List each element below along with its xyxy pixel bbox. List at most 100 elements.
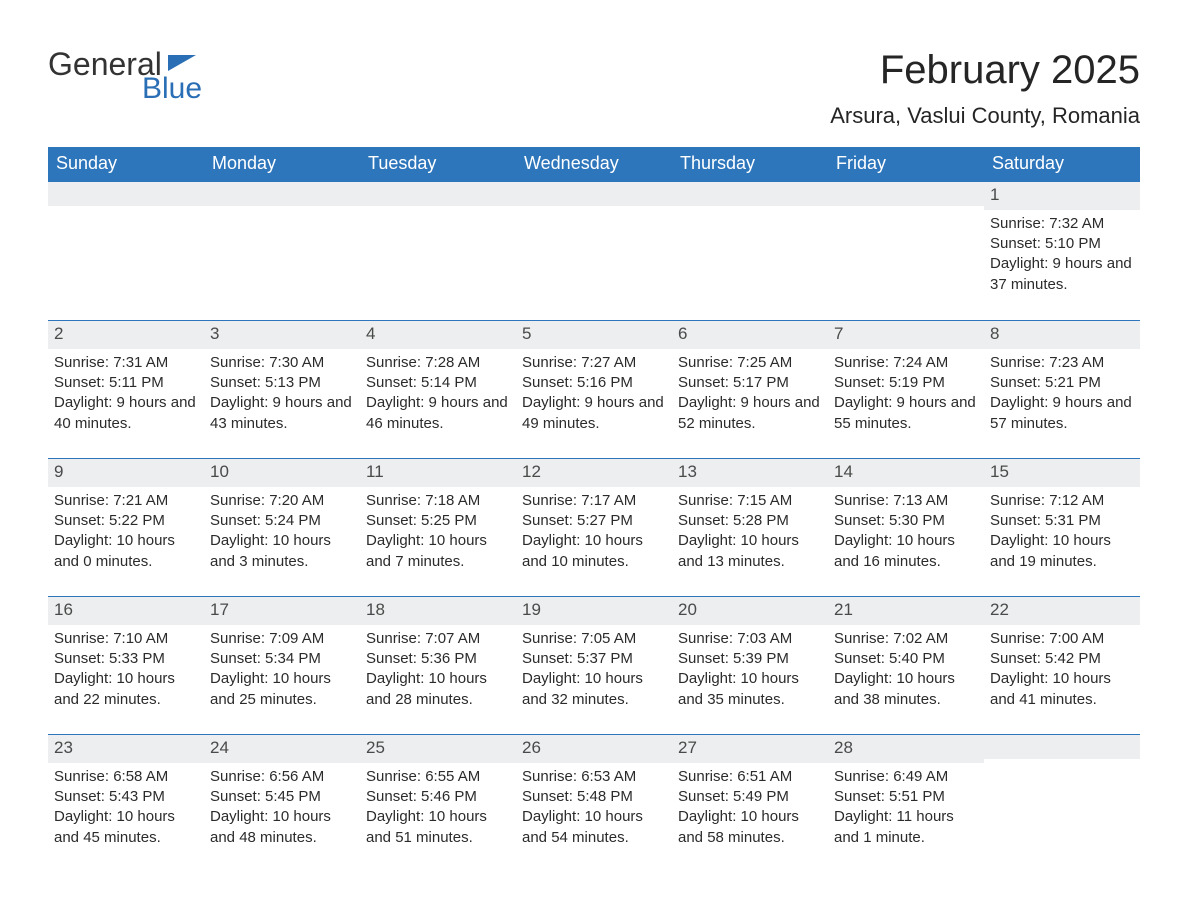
daylight-line: Daylight: 10 hours and 25 minutes. — [210, 669, 354, 710]
day-cell: 8Sunrise: 7:23 AMSunset: 5:21 PMDaylight… — [984, 321, 1140, 448]
day-number-band: 8 — [984, 321, 1140, 349]
daylight-line: Daylight: 9 hours and 43 minutes. — [210, 393, 354, 434]
empty-cell — [828, 182, 984, 310]
day-number-band — [984, 735, 1140, 759]
sunrise-line: Sunrise: 6:51 AM — [678, 767, 822, 787]
daylight-line: Daylight: 10 hours and 19 minutes. — [990, 531, 1134, 572]
daylight-line: Daylight: 10 hours and 48 minutes. — [210, 807, 354, 848]
day-number-band — [48, 182, 204, 206]
sunrise-line: Sunrise: 7:18 AM — [366, 491, 510, 511]
day-cell: 9Sunrise: 7:21 AMSunset: 5:22 PMDaylight… — [48, 459, 204, 586]
weekday-saturday: Saturday — [984, 147, 1140, 182]
weekday-header: SundayMondayTuesdayWednesdayThursdayFrid… — [48, 147, 1140, 182]
day-cell: 5Sunrise: 7:27 AMSunset: 5:16 PMDaylight… — [516, 321, 672, 448]
day-cell: 18Sunrise: 7:07 AMSunset: 5:36 PMDayligh… — [360, 597, 516, 724]
daylight-line: Daylight: 9 hours and 52 minutes. — [678, 393, 822, 434]
day-cell: 24Sunrise: 6:56 AMSunset: 5:45 PMDayligh… — [204, 735, 360, 862]
day-number-band: 1 — [984, 182, 1140, 210]
day-number-band — [516, 182, 672, 206]
sunrise-line: Sunrise: 7:00 AM — [990, 629, 1134, 649]
sunset-line: Sunset: 5:22 PM — [54, 511, 198, 531]
day-cell: 28Sunrise: 6:49 AMSunset: 5:51 PMDayligh… — [828, 735, 984, 862]
day-cell: 7Sunrise: 7:24 AMSunset: 5:19 PMDaylight… — [828, 321, 984, 448]
day-number-band: 3 — [204, 321, 360, 349]
sunrise-line: Sunrise: 6:55 AM — [366, 767, 510, 787]
daylight-line: Daylight: 10 hours and 13 minutes. — [678, 531, 822, 572]
day-number-band: 11 — [360, 459, 516, 487]
sunrise-line: Sunrise: 7:02 AM — [834, 629, 978, 649]
sunset-line: Sunset: 5:27 PM — [522, 511, 666, 531]
daylight-line: Daylight: 10 hours and 10 minutes. — [522, 531, 666, 572]
location-subtitle: Arsura, Vaslui County, Romania — [830, 103, 1140, 129]
empty-cell — [48, 182, 204, 310]
day-number-band: 22 — [984, 597, 1140, 625]
daylight-line: Daylight: 11 hours and 1 minute. — [834, 807, 978, 848]
daylight-line: Daylight: 10 hours and 28 minutes. — [366, 669, 510, 710]
week-row: 16Sunrise: 7:10 AMSunset: 5:33 PMDayligh… — [48, 596, 1140, 724]
sunset-line: Sunset: 5:49 PM — [678, 787, 822, 807]
day-number-band: 21 — [828, 597, 984, 625]
daylight-line: Daylight: 9 hours and 46 minutes. — [366, 393, 510, 434]
day-number-band: 28 — [828, 735, 984, 763]
day-number-band — [204, 182, 360, 206]
day-number-band — [360, 182, 516, 206]
daylight-line: Daylight: 10 hours and 22 minutes. — [54, 669, 198, 710]
day-number-band: 17 — [204, 597, 360, 625]
sunset-line: Sunset: 5:28 PM — [678, 511, 822, 531]
sunrise-line: Sunrise: 7:32 AM — [990, 214, 1134, 234]
empty-cell — [360, 182, 516, 310]
daylight-line: Daylight: 10 hours and 35 minutes. — [678, 669, 822, 710]
sunset-line: Sunset: 5:14 PM — [366, 373, 510, 393]
daylight-line: Daylight: 10 hours and 3 minutes. — [210, 531, 354, 572]
sunrise-line: Sunrise: 6:53 AM — [522, 767, 666, 787]
day-cell: 4Sunrise: 7:28 AMSunset: 5:14 PMDaylight… — [360, 321, 516, 448]
day-number-band: 12 — [516, 459, 672, 487]
calendar: SundayMondayTuesdayWednesdayThursdayFrid… — [48, 147, 1140, 862]
sunset-line: Sunset: 5:21 PM — [990, 373, 1134, 393]
empty-cell — [516, 182, 672, 310]
sunset-line: Sunset: 5:37 PM — [522, 649, 666, 669]
day-number-band: 13 — [672, 459, 828, 487]
sunset-line: Sunset: 5:43 PM — [54, 787, 198, 807]
daylight-line: Daylight: 10 hours and 7 minutes. — [366, 531, 510, 572]
sunset-line: Sunset: 5:30 PM — [834, 511, 978, 531]
sunset-line: Sunset: 5:45 PM — [210, 787, 354, 807]
sunset-line: Sunset: 5:42 PM — [990, 649, 1134, 669]
day-number-band: 6 — [672, 321, 828, 349]
weekday-tuesday: Tuesday — [360, 147, 516, 182]
day-cell: 20Sunrise: 7:03 AMSunset: 5:39 PMDayligh… — [672, 597, 828, 724]
sunrise-line: Sunrise: 7:10 AM — [54, 629, 198, 649]
day-cell: 21Sunrise: 7:02 AMSunset: 5:40 PMDayligh… — [828, 597, 984, 724]
daylight-line: Daylight: 10 hours and 32 minutes. — [522, 669, 666, 710]
sunset-line: Sunset: 5:16 PM — [522, 373, 666, 393]
logo-text-blue: Blue — [142, 74, 202, 104]
day-cell: 27Sunrise: 6:51 AMSunset: 5:49 PMDayligh… — [672, 735, 828, 862]
sunrise-line: Sunrise: 7:09 AM — [210, 629, 354, 649]
day-number-band: 19 — [516, 597, 672, 625]
day-number-band: 24 — [204, 735, 360, 763]
day-cell: 3Sunrise: 7:30 AMSunset: 5:13 PMDaylight… — [204, 321, 360, 448]
day-number-band: 18 — [360, 597, 516, 625]
day-number-band: 2 — [48, 321, 204, 349]
day-number-band: 10 — [204, 459, 360, 487]
sunset-line: Sunset: 5:25 PM — [366, 511, 510, 531]
sunset-line: Sunset: 5:34 PM — [210, 649, 354, 669]
sunset-line: Sunset: 5:48 PM — [522, 787, 666, 807]
day-cell: 1Sunrise: 7:32 AMSunset: 5:10 PMDaylight… — [984, 182, 1140, 310]
day-cell: 25Sunrise: 6:55 AMSunset: 5:46 PMDayligh… — [360, 735, 516, 862]
day-number-band: 5 — [516, 321, 672, 349]
day-number-band: 25 — [360, 735, 516, 763]
day-cell: 22Sunrise: 7:00 AMSunset: 5:42 PMDayligh… — [984, 597, 1140, 724]
day-cell: 2Sunrise: 7:31 AMSunset: 5:11 PMDaylight… — [48, 321, 204, 448]
week-row: 1Sunrise: 7:32 AMSunset: 5:10 PMDaylight… — [48, 182, 1140, 310]
day-number-band: 15 — [984, 459, 1140, 487]
sunrise-line: Sunrise: 7:27 AM — [522, 353, 666, 373]
sunset-line: Sunset: 5:17 PM — [678, 373, 822, 393]
day-cell: 26Sunrise: 6:53 AMSunset: 5:48 PMDayligh… — [516, 735, 672, 862]
day-cell: 14Sunrise: 7:13 AMSunset: 5:30 PMDayligh… — [828, 459, 984, 586]
sunset-line: Sunset: 5:19 PM — [834, 373, 978, 393]
sunset-line: Sunset: 5:51 PM — [834, 787, 978, 807]
daylight-line: Daylight: 10 hours and 45 minutes. — [54, 807, 198, 848]
day-cell: 23Sunrise: 6:58 AMSunset: 5:43 PMDayligh… — [48, 735, 204, 862]
daylight-line: Daylight: 9 hours and 57 minutes. — [990, 393, 1134, 434]
